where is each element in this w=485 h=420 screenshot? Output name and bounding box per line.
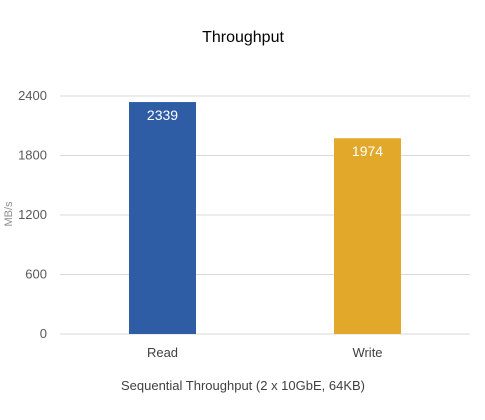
y-tick-label: 2400 [18,88,47,103]
y-axis-ticks: 0 600 1200 1800 2400 [18,88,47,341]
y-axis-label: MB/s [3,201,15,227]
gridlines [60,95,470,335]
x-axis-categories: Read Write [147,345,383,360]
y-tick-label: 1200 [18,207,47,222]
chart-title: Throughput [202,29,284,46]
x-tick-label: Write [352,345,382,360]
y-tick-label: 1800 [18,148,47,163]
bar [129,102,196,334]
x-axis-label: Sequential Throughput (2 x 10GbE, 64KB) [121,378,365,393]
bars: 2339 1974 [129,102,401,334]
data-label: 2339 [147,107,178,123]
y-tick-label: 0 [40,326,47,341]
bar [334,138,401,334]
y-tick-label: 600 [25,267,47,282]
x-tick-label: Read [147,345,178,360]
data-label: 1974 [352,143,383,159]
